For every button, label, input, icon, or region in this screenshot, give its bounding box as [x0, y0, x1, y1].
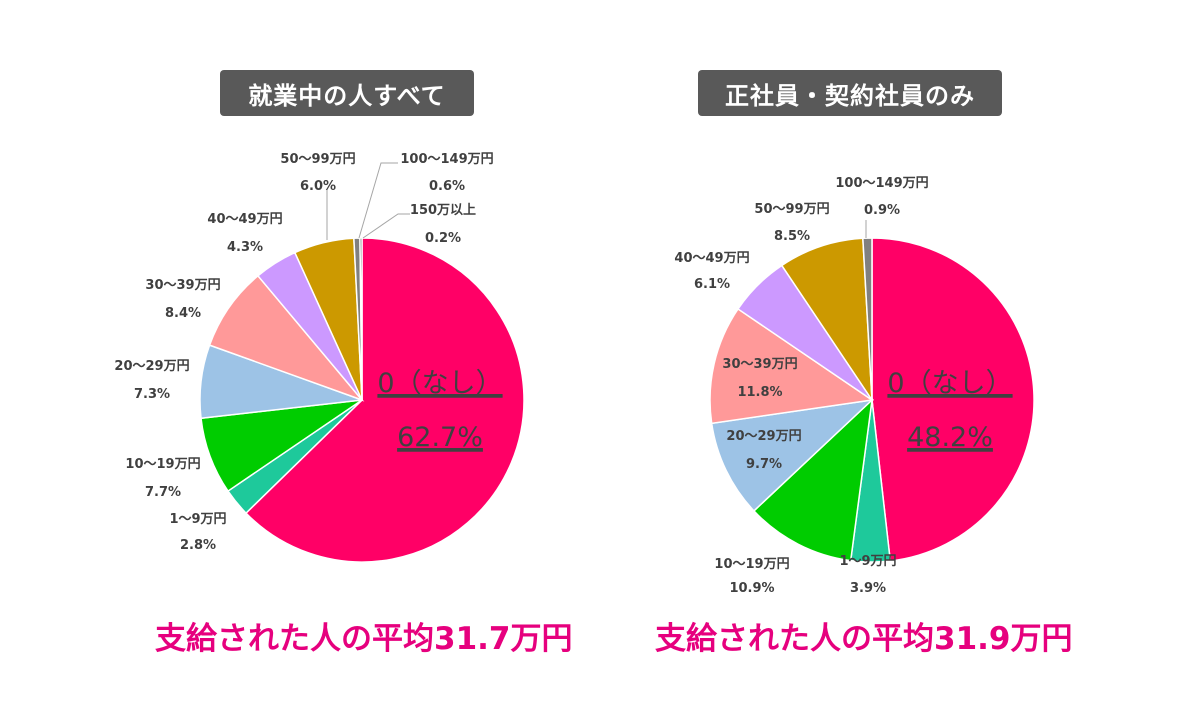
leader-line	[358, 162, 398, 239]
slice-label: 1～9万円	[169, 512, 226, 527]
slice-label: 50～99万円	[280, 152, 355, 167]
slice-label: 20～29万円	[726, 429, 801, 444]
slice-value-label: 0.2%	[425, 231, 461, 246]
pie-slice	[359, 237, 363, 401]
slice-value-label: 0.9%	[864, 203, 900, 218]
slice-value-label: 10.9%	[729, 581, 774, 596]
slice-label: 10～19万円	[125, 457, 200, 472]
center-label: 0（なし）	[377, 368, 502, 399]
chart-title: 就業中の人すべて	[220, 70, 474, 116]
slice-value-label: 3.9%	[850, 581, 886, 596]
chart-title: 正社員・契約社員のみ	[698, 70, 1002, 116]
slice-label: 50～99万円	[754, 202, 829, 217]
slice-label: 30～39万円	[722, 357, 797, 372]
pie-slice	[208, 274, 365, 402]
pie-slice	[710, 398, 875, 512]
slice-value-label: 2.8%	[180, 538, 216, 553]
leader-line	[362, 213, 410, 239]
pie-slice	[244, 237, 525, 563]
slice-label: 150万以上	[410, 203, 476, 218]
slice-value-label: 7.3%	[134, 387, 170, 402]
slice-value-label: 6.1%	[694, 277, 730, 292]
pie-slice	[709, 307, 875, 425]
slice-value-label: 8.4%	[165, 306, 201, 321]
center-value: 48.2%	[907, 422, 993, 453]
slice-label: 40～49万円	[674, 251, 749, 266]
slice-value-label: 8.5%	[774, 229, 810, 244]
chart-panel-regular-contract: 正社員・契約社員のみ 1～9万円 3.9% 10～19万円 10.9% 20～29万円 9…	[600, 0, 1200, 713]
slice-value-label: 0.6%	[429, 179, 465, 194]
pie-chart: 1～9万円 3.9% 10～19万円 10.9% 20～29万円 9.7% 30～39万円 1…	[674, 176, 1035, 596]
slice-label: 1～9万円	[839, 554, 896, 569]
slice-label: 100～149万円	[400, 152, 493, 167]
pie-slice	[862, 237, 873, 401]
slice-label: 30～39万円	[145, 278, 220, 293]
slice-label: 20～29万円	[114, 359, 189, 374]
pie-chart: 1～9万円 2.8% 10～19万円 7.7% 20～29万円 7.3% 30～39万円 8.…	[114, 152, 525, 563]
slice-value-label: 11.8%	[737, 385, 782, 400]
slice-label: 10～19万円	[714, 557, 789, 572]
chart-panel-all-employed: 就業中の人すべて 1～9万円 2.8% 10～19万円 7.7% 20～29万円 7.3%…	[114, 70, 573, 657]
average-text: 支給された人の平均31.9万円	[655, 621, 1073, 657]
center-value: 62.7%	[397, 422, 483, 453]
center-label: 0（なし）	[887, 368, 1012, 399]
pie-slice	[752, 398, 874, 562]
slice-value-label: 4.3%	[227, 240, 263, 255]
average-text: 支給された人の平均31.7万円	[155, 621, 573, 657]
slice-label: 40～49万円	[207, 212, 282, 227]
slice-value-label: 9.7%	[746, 457, 782, 472]
slice-value-label: 7.7%	[145, 485, 181, 500]
slice-value-label: 6.0%	[300, 179, 336, 194]
slice-label: 100～149万円	[835, 176, 928, 191]
pie-slice	[871, 237, 1035, 562]
pie-slice	[780, 237, 873, 403]
